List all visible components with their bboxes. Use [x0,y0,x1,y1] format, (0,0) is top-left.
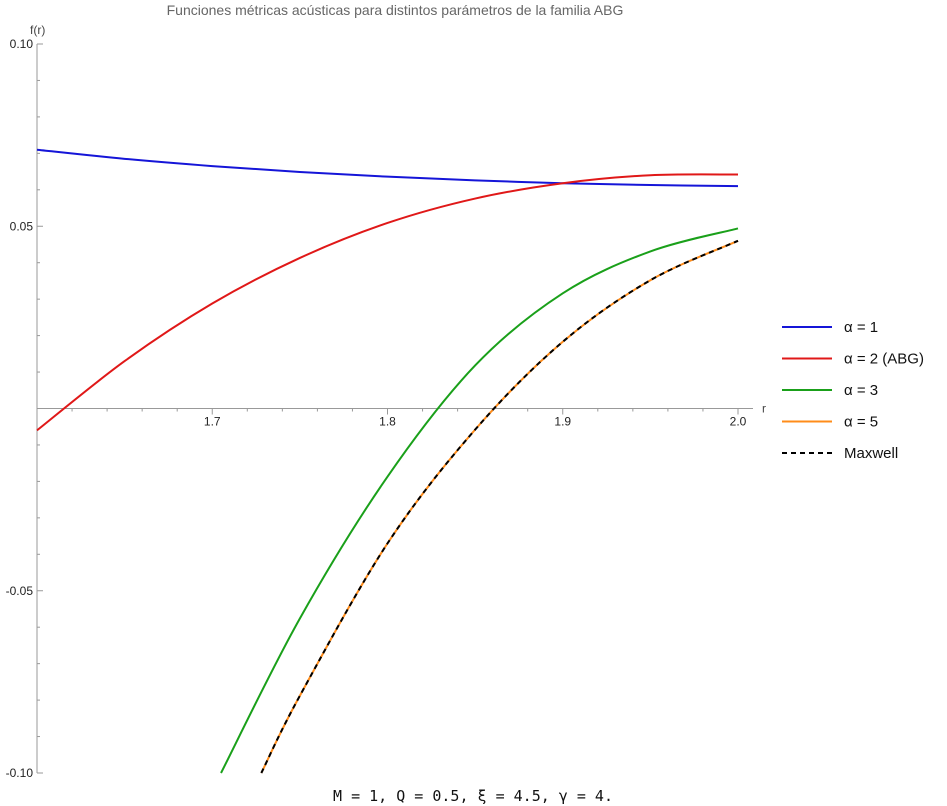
series-line-5 [260,239,739,774]
legend-label: α = 2 (ABG) [844,351,924,368]
legend-label: Maxwell [844,445,898,462]
x-tick-label: 1.7 [204,415,221,429]
series-line-4 [260,239,739,774]
x-tick-label: 1.9 [554,415,571,429]
series-line-2 [36,173,739,432]
axes: f(r) r [30,23,766,773]
x-tick-label: 2.0 [730,415,747,429]
legend-label: α = 1 [844,319,878,336]
x-axis-label: r [762,402,766,416]
y-tick-label: 0.10 [10,37,34,51]
legend: α = 1 α = 2 (ABG) α = 3 α = 5 Maxwell [782,319,924,462]
series-group [36,148,739,774]
chart-title: Funciones métricas acústicas para distin… [167,2,624,18]
parameters-caption: M = 1, Q = 0.5, ξ = 4.5, γ = 4. [333,787,613,805]
series-line-1 [36,148,739,188]
legend-label: α = 5 [844,414,878,431]
y-tick-label: -0.05 [6,584,34,598]
legend-label: α = 3 [844,382,878,399]
y-tick-label: 0.05 [10,219,34,233]
y-tick-label: -0.10 [6,766,34,780]
ticks: 1.7 1.8 1.9 2.0 0.10 0.05 -0.05 -0.10 [6,37,747,780]
x-tick-label: 1.8 [379,415,396,429]
series-line-3 [220,227,739,774]
y-axis-label: f(r) [30,23,45,37]
